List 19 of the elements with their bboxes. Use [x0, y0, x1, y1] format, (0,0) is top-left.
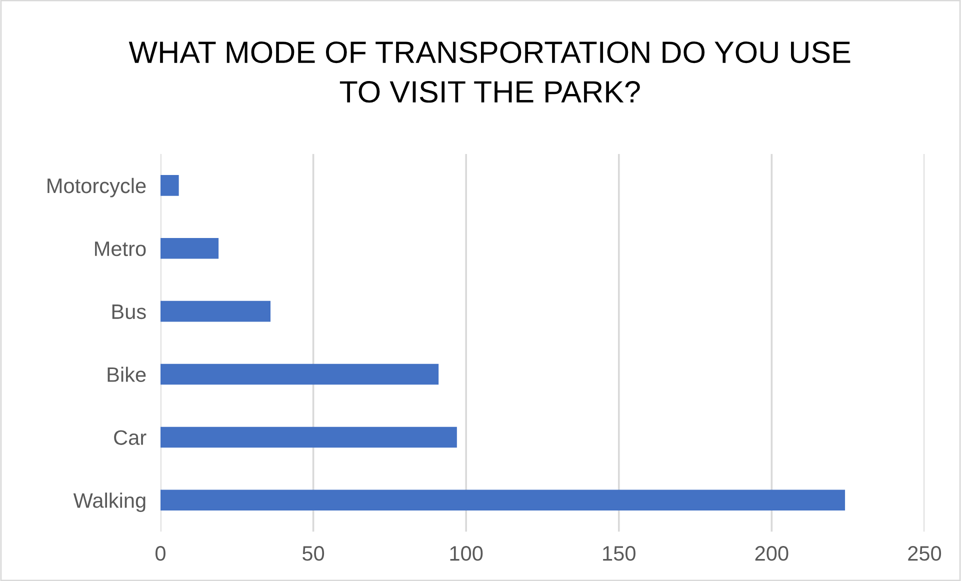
x-tick-label: 50: [302, 546, 324, 561]
bar: [160, 238, 219, 259]
bar: [160, 175, 179, 196]
y-tick-label: Motorcycle: [48, 178, 146, 198]
y-tick-label: Car: [114, 430, 146, 445]
bar: [160, 490, 846, 511]
x-tick-label: 250: [908, 546, 942, 561]
bar: [160, 426, 457, 448]
x-tick-label: 200: [755, 546, 788, 561]
bar: [160, 364, 439, 385]
x-tick-label: 150: [603, 546, 636, 561]
chart-title: WHAT MODE OF TRANSPORTATION DO YOU USE TO VISIT THE PARK?: [128, 41, 850, 103]
y-tick-label: Bus: [112, 304, 146, 320]
y-tick-label: Metro: [95, 242, 146, 256]
x-tick-label: 100: [450, 546, 483, 561]
bar: [160, 300, 270, 322]
y-tick-label: Bike: [108, 366, 146, 382]
y-tick-label: Walking: [73, 492, 146, 512]
x-tick-label: 0: [156, 546, 166, 561]
